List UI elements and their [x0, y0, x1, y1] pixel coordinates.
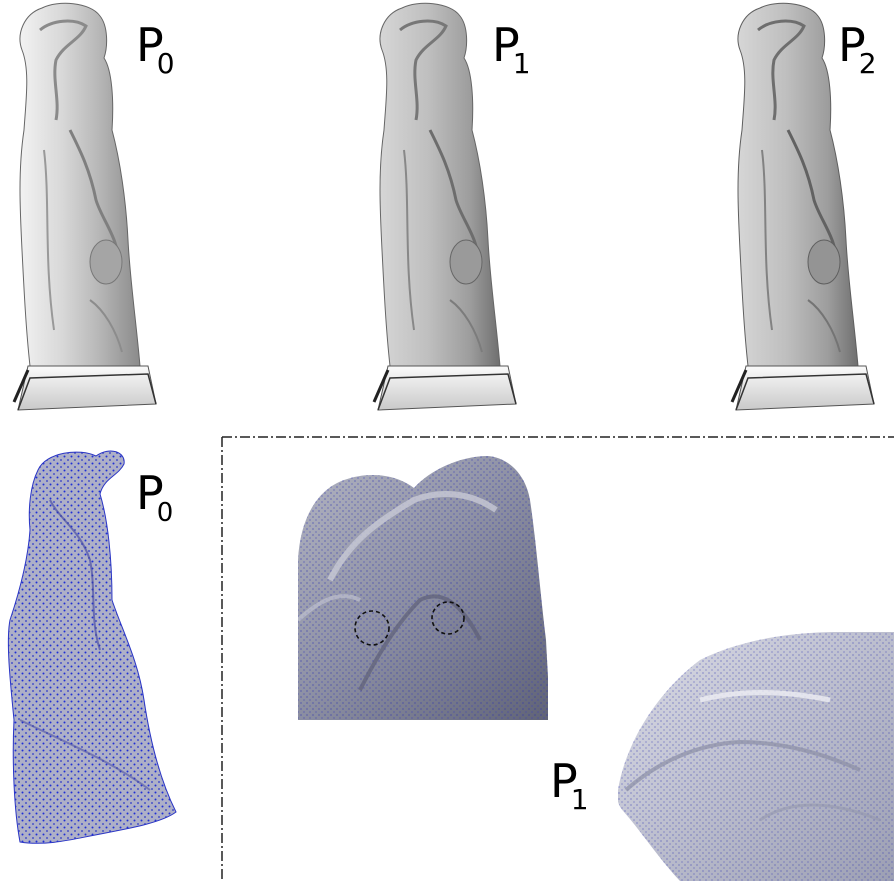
dashed-circle-icon	[431, 601, 465, 635]
label-subscript: 1	[512, 47, 531, 80]
dashed-circle-icon	[354, 610, 390, 646]
label-base: P	[136, 18, 164, 72]
label-subscript: 0	[156, 47, 175, 80]
statue-p2-top	[730, 2, 875, 411]
label-top-middle: P1	[492, 22, 531, 87]
label-top-left: P0	[136, 22, 175, 87]
label-subscript: 0	[156, 498, 173, 528]
label-bottom-center: P1	[550, 758, 589, 823]
zoom-detail-2	[618, 632, 894, 881]
zoom-frame	[221, 436, 894, 881]
label-subscript: 2	[858, 47, 877, 80]
label-subscript: 1	[570, 783, 589, 816]
point-cloud-p0	[7, 450, 177, 844]
label-base: P	[550, 754, 578, 808]
statue-p0-top	[12, 2, 157, 411]
label-base: P	[838, 18, 866, 72]
label-top-right: P2	[838, 22, 877, 87]
zoom-detail-1	[298, 456, 548, 720]
statue-p1-top	[372, 2, 517, 411]
label-bottom-left: P0	[136, 470, 173, 536]
label-base: P	[136, 466, 164, 520]
label-base: P	[492, 18, 520, 72]
